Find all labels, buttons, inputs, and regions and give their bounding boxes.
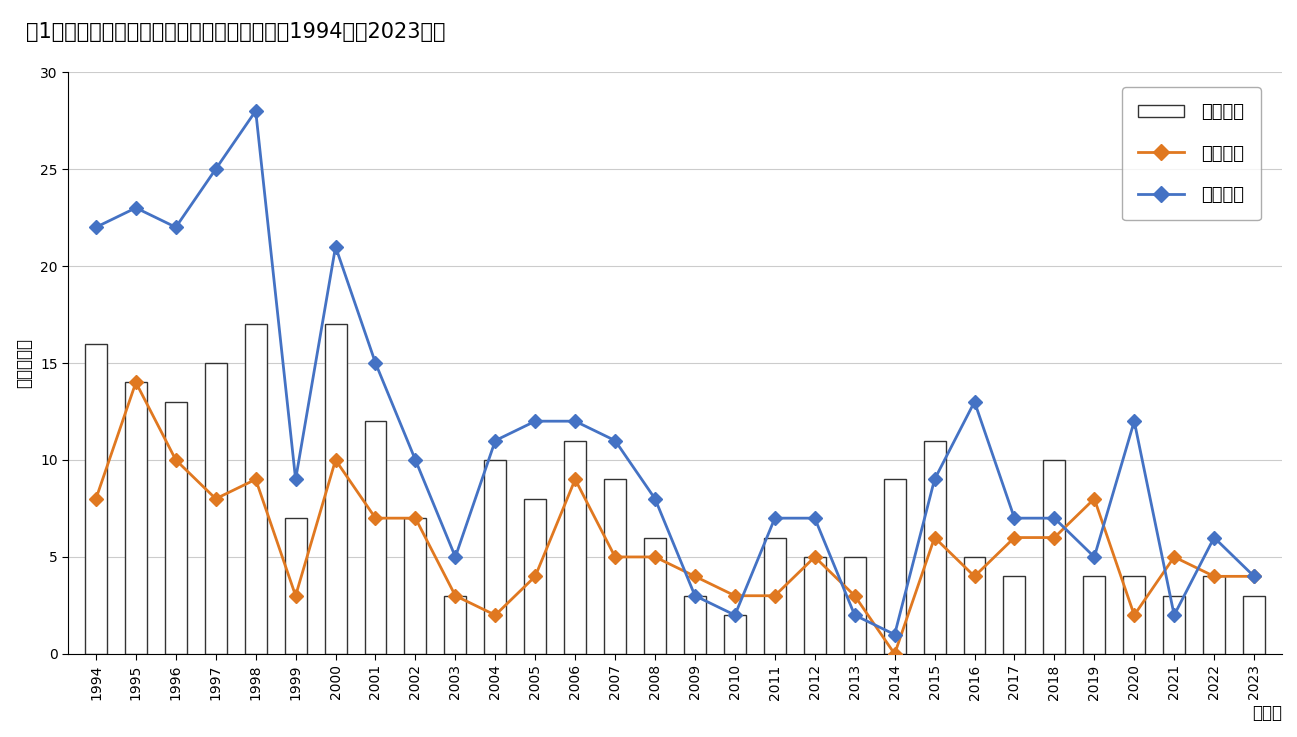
Bar (645, 537, 665, 654)
Bar (564, 441, 586, 654)
Bar (804, 557, 826, 654)
Bar (405, 518, 427, 654)
Bar (1083, 576, 1105, 654)
Bar (324, 324, 346, 654)
Bar (205, 363, 227, 654)
Y-axis label: 「人・件」: 「人・件」 (16, 338, 32, 388)
X-axis label: 「年」: 「年」 (1252, 704, 1281, 722)
Bar (284, 518, 306, 654)
Bar (86, 343, 106, 654)
Bar (684, 595, 706, 654)
Bar (484, 460, 506, 654)
Bar (1043, 460, 1065, 654)
Bar (923, 441, 946, 654)
Bar (764, 537, 786, 654)
Bar (724, 615, 746, 654)
Bar (604, 479, 626, 654)
Bar (1163, 595, 1185, 654)
Legend: 発生件数, 死亡者数, 被災者数: 発生件数, 死亡者数, 被災者数 (1122, 87, 1261, 220)
Bar (524, 499, 546, 654)
Bar (125, 383, 147, 654)
Bar (245, 324, 267, 654)
Bar (1204, 576, 1226, 654)
Bar (1004, 576, 1026, 654)
Bar (1123, 576, 1145, 654)
Bar (364, 421, 387, 654)
Bar (883, 479, 905, 654)
Bar (964, 557, 986, 654)
Bar (1243, 595, 1265, 654)
Text: 図1　酸素欠乏症の労働災害発生状況の推移（1994年～2023年）: 図1 酸素欠乏症の労働災害発生状況の推移（1994年～2023年） (26, 22, 445, 42)
Bar (445, 595, 467, 654)
Bar (844, 557, 865, 654)
Bar (165, 402, 187, 654)
